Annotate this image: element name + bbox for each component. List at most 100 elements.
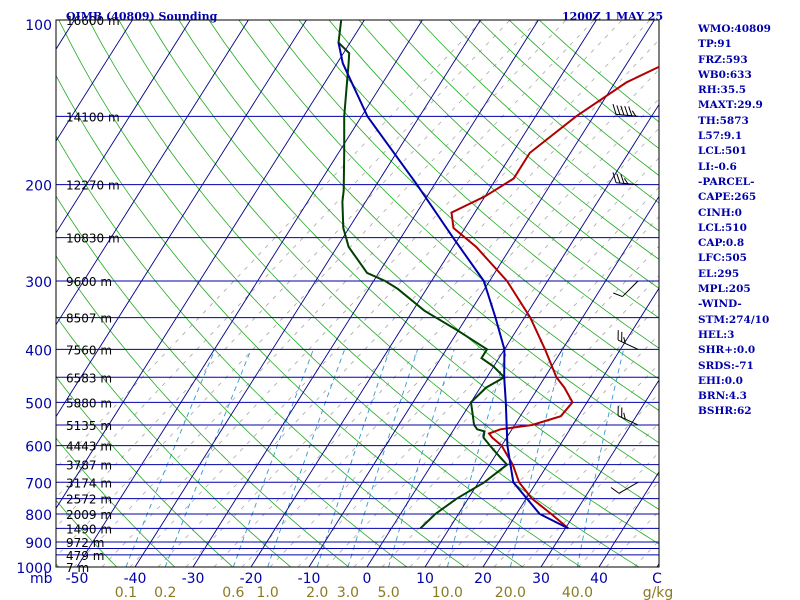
height-label: 2009 m	[66, 508, 112, 522]
wind-barb-feather	[612, 103, 617, 115]
pressure-tick-label: 400	[25, 343, 52, 359]
sounding-line	[337, 42, 569, 530]
mixing-ratio-label: 0.2	[154, 585, 176, 600]
index-item: FRZ:593	[698, 53, 748, 66]
height-label: 972 m	[66, 536, 104, 550]
isotherm	[308, 20, 655, 567]
pressure-tick-label: 800	[25, 508, 52, 524]
mixing-ratio-label: 1.0	[257, 585, 279, 600]
pressure-tick-label: 900	[25, 536, 52, 552]
temperature-tick-label: 40	[590, 571, 608, 587]
index-item: LCL:510	[698, 221, 747, 234]
height-label: 3787 m	[66, 459, 112, 473]
mixing-ratio-label: 3.0	[337, 585, 359, 600]
wind-barb	[612, 103, 639, 117]
index-item: WB0:633	[698, 68, 752, 81]
isotherm	[250, 20, 597, 567]
isotherm	[56, 20, 365, 510]
index-item: BRN:4.3	[698, 390, 747, 403]
wind-barb-staff	[622, 280, 639, 297]
height-label: 14100 m	[66, 110, 120, 124]
mixing-ratio-label: 5.0	[377, 585, 399, 600]
wind-barb-feather	[613, 292, 623, 298]
wind-barb-feather	[623, 337, 626, 344]
wind-barb-feather	[620, 173, 625, 184]
height-label: 10830 m	[66, 232, 120, 246]
isotherm	[192, 20, 539, 567]
index-item: MAXT:29.9	[698, 99, 763, 112]
index-item: SHR+:0.0	[698, 344, 756, 357]
wind-barb-feather	[616, 105, 621, 115]
isotherm	[56, 20, 307, 418]
index-item: EHI:0.0	[698, 374, 743, 387]
mixing-ratio-label: 0.6	[222, 585, 244, 600]
height-label: 5880 m	[66, 396, 112, 410]
mixing-ratio-label: 0.1	[115, 585, 137, 600]
wind-barb-feather	[616, 173, 621, 184]
wind-barb-feather	[628, 106, 633, 116]
height-label: 6583 m	[66, 371, 112, 385]
wind-barb-feather	[624, 105, 629, 116]
height-label: 16600 m	[66, 14, 120, 28]
temperature-tick-label: C	[652, 571, 662, 587]
index-item: CAPE:265	[698, 191, 757, 204]
temperature-tick-label: -50	[66, 571, 89, 587]
index-item: RH:35.5	[698, 84, 747, 97]
dry-adiabat	[0, 20, 1, 567]
index-item: STM:274/10	[698, 313, 770, 326]
temperature-tick-label: -30	[182, 571, 205, 587]
mixing-ratio-label: 10.0	[432, 585, 463, 600]
wind-barb	[612, 172, 639, 186]
height-label: 3174 m	[66, 476, 112, 490]
wind-barb	[613, 280, 639, 298]
wind-barb-feather	[631, 110, 637, 117]
index-item: CINH:0	[698, 206, 742, 219]
pressure-tick-label: 200	[25, 179, 52, 195]
mixing-ratio-label: 40.0	[562, 585, 593, 600]
isotherm	[424, 195, 659, 567]
temperature-tick-label: 10	[416, 571, 434, 587]
wind-barb-feather	[610, 487, 620, 494]
isotherm	[134, 20, 481, 567]
wind-barbs	[610, 103, 639, 494]
sounding-series	[337, 20, 659, 530]
height-label: 5135 m	[66, 419, 112, 433]
height-label: 7560 m	[66, 343, 112, 357]
isotherm	[56, 20, 133, 142]
pressure-unit-label: mb	[30, 571, 53, 587]
chart-title: OIMB (40809) Sounding	[66, 10, 218, 23]
index-item: TP:91	[698, 38, 732, 51]
index-item: LI:-0.6	[698, 160, 737, 173]
pressure-tick-label: 100	[25, 18, 52, 34]
chart-time: 1200Z 1 MAY 25	[562, 10, 663, 23]
index-item: WMO:40809	[698, 23, 771, 35]
isotherm	[598, 471, 659, 567]
isotherm	[56, 20, 249, 326]
index-item: LFC:505	[698, 252, 747, 265]
pressure-tick-label: 500	[25, 396, 52, 412]
pressure-tick-label: 1000	[16, 561, 52, 577]
isotherm	[366, 103, 659, 567]
temperature-tick-label: -20	[240, 571, 263, 587]
wind-barb-feather	[620, 105, 625, 116]
index-item: L57:9.1	[698, 130, 743, 143]
height-label: 2572 m	[66, 493, 112, 507]
mixing-ratio-label: 20.0	[495, 585, 526, 600]
temperature-tick-label: -10	[298, 571, 321, 587]
wind-barb-staff	[618, 481, 639, 494]
index-item: BSHR:62	[698, 405, 752, 418]
wind-barb	[610, 481, 639, 494]
height-label: 7 m	[66, 561, 89, 575]
temperature-tick-label: 0	[363, 571, 372, 587]
index-item: MPL:205	[698, 283, 751, 296]
pressure-tick-label: 700	[25, 476, 52, 492]
temperature-tick-label: 20	[474, 571, 492, 587]
index-item: CAP:0.8	[698, 237, 745, 250]
isotherm	[56, 20, 191, 234]
height-label: 12270 m	[66, 179, 120, 193]
height-label: 479 m	[66, 549, 104, 563]
isotherm	[0, 20, 16, 567]
pressure-tick-label: 600	[25, 440, 52, 456]
